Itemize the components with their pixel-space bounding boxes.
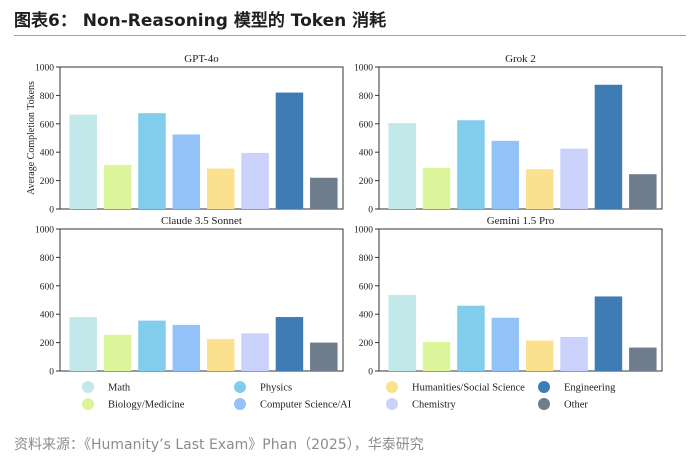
bar-humanities-social-science bbox=[206, 339, 235, 371]
legend-label: Physics bbox=[260, 383, 292, 394]
bar-other bbox=[310, 177, 338, 209]
bar-chemistry bbox=[241, 333, 269, 371]
y-tick-label: 0 bbox=[368, 206, 373, 216]
bar-computer-science-ai bbox=[491, 140, 520, 209]
bar-physics bbox=[138, 113, 166, 209]
bar-engineering bbox=[275, 317, 304, 371]
bar-physics bbox=[457, 120, 485, 209]
y-tick-label: 200 bbox=[40, 177, 55, 187]
bar-biology-medicine bbox=[422, 341, 451, 371]
y-tick-label: 200 bbox=[359, 177, 374, 187]
legend-label: Computer Science/AI bbox=[260, 400, 352, 411]
title-rule bbox=[14, 35, 686, 36]
panel-title: Claude 3.5 Sonnet bbox=[161, 215, 242, 227]
y-tick-label: 800 bbox=[359, 254, 374, 264]
chart-panel: Gemini 1.5 Pro 0 200 400 600 800 1000 bbox=[354, 215, 663, 378]
page-title: 图表6： Non-Reasoning 模型的 Token 消耗 bbox=[14, 11, 387, 31]
y-tick-label: 1000 bbox=[35, 226, 54, 236]
legend-label: Math bbox=[108, 383, 131, 394]
bar-math bbox=[388, 295, 416, 371]
bar-engineering bbox=[594, 296, 623, 371]
plot-frame bbox=[378, 66, 663, 210]
bar-biology-medicine bbox=[103, 334, 132, 371]
bar-other bbox=[310, 342, 338, 371]
bar-humanities-social-science bbox=[525, 169, 554, 209]
y-tick-label: 0 bbox=[49, 368, 54, 378]
legend-marker bbox=[386, 398, 398, 410]
legend-marker bbox=[234, 381, 246, 393]
y-tick-label: 1000 bbox=[35, 64, 54, 74]
bar-humanities-social-science bbox=[206, 168, 235, 209]
source-note: 资料来源：《Humanity’s Last Exam》Phan（2025），华泰… bbox=[14, 437, 424, 453]
y-tick-label: 800 bbox=[359, 92, 374, 102]
bar-other bbox=[629, 174, 657, 209]
y-tick-label: 200 bbox=[359, 339, 374, 349]
y-tick-label: 600 bbox=[359, 120, 374, 130]
y-tick-label: 600 bbox=[40, 282, 55, 292]
bar-chemistry bbox=[241, 152, 269, 209]
y-tick-label: 800 bbox=[40, 92, 55, 102]
bar-chemistry bbox=[560, 336, 588, 371]
bar-physics bbox=[457, 305, 485, 371]
plot-frame bbox=[59, 66, 344, 210]
legend-marker bbox=[234, 398, 246, 410]
bar-computer-science-ai bbox=[491, 317, 520, 371]
legend-marker bbox=[82, 398, 94, 410]
y-tick-label: 600 bbox=[40, 120, 55, 130]
panel-title: Gemini 1.5 Pro bbox=[487, 215, 555, 227]
bar-math bbox=[388, 123, 416, 209]
chart-panel: Grok 2 0 200 400 600 800 1000 bbox=[354, 53, 663, 216]
bar-computer-science-ai bbox=[172, 134, 201, 209]
legend-marker bbox=[538, 398, 550, 410]
plot-frame bbox=[378, 228, 663, 372]
bar-math bbox=[69, 317, 97, 371]
legend-marker bbox=[82, 381, 94, 393]
bar-computer-science-ai bbox=[172, 324, 201, 371]
bar-biology-medicine bbox=[103, 164, 132, 209]
y-tick-label: 0 bbox=[49, 206, 54, 216]
panel-title: GPT-4o bbox=[184, 53, 219, 65]
y-tick-label: 1000 bbox=[354, 64, 373, 74]
y-tick-label: 400 bbox=[40, 311, 55, 321]
y-tick-label: 200 bbox=[40, 339, 55, 349]
chart-panel: GPT-4o 0 200 400 600 800 1000 Average Completio… bbox=[26, 53, 344, 216]
y-tick-label: 800 bbox=[40, 254, 55, 264]
y-tick-label: 400 bbox=[359, 149, 374, 159]
bar-humanities-social-science bbox=[525, 340, 554, 371]
legend-label: Other bbox=[564, 400, 588, 411]
bar-biology-medicine bbox=[422, 167, 451, 209]
bar-chemistry bbox=[560, 148, 588, 209]
bar-engineering bbox=[275, 92, 304, 209]
panel-title: Grok 2 bbox=[505, 53, 536, 65]
legend-marker bbox=[386, 381, 398, 393]
y-tick-label: 600 bbox=[359, 282, 374, 292]
chart-panel: Claude 3.5 Sonnet 0 200 400 600 800 1000 bbox=[35, 215, 344, 378]
y-axis-label: Average Completion Tokens bbox=[26, 81, 37, 195]
legend-label: Chemistry bbox=[412, 400, 456, 411]
plot-frame bbox=[59, 228, 344, 372]
y-tick-label: 400 bbox=[40, 149, 55, 159]
bar-other bbox=[629, 347, 657, 371]
y-tick-label: 0 bbox=[368, 368, 373, 378]
y-tick-label: 1000 bbox=[354, 226, 373, 236]
bar-engineering bbox=[594, 84, 623, 209]
bar-math bbox=[69, 114, 97, 209]
bar-physics bbox=[138, 320, 166, 371]
legend: Math Biology/Medicine Physics Computer Scie… bbox=[82, 381, 616, 411]
legend-label: Biology/Medicine bbox=[108, 400, 185, 411]
legend-marker bbox=[538, 381, 550, 393]
legend-label: Humanities/Social Science bbox=[412, 383, 525, 394]
y-tick-label: 400 bbox=[359, 311, 374, 321]
legend-label: Engineering bbox=[564, 383, 616, 394]
